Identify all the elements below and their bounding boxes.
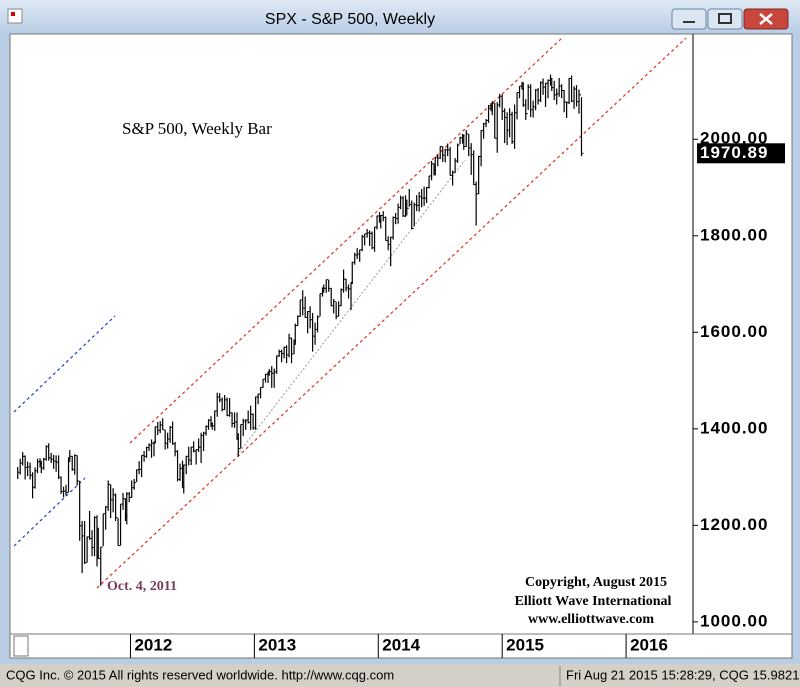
y-tick-label: 1400.00	[700, 418, 768, 437]
y-tick-label: 1800.00	[700, 225, 768, 244]
x-tick-label: 2016	[630, 635, 668, 654]
maximize-button[interactable]	[707, 8, 743, 30]
y-tick-label: 2000.00	[700, 129, 768, 148]
copyright-org: Elliott Wave International	[515, 594, 672, 609]
upper-channel	[129, 37, 563, 444]
y-tick-label: 1600.00	[700, 322, 768, 341]
copyright-url: www.elliottwave.com	[528, 612, 654, 627]
status-bar	[0, 664, 800, 687]
copyright: Copyright, August 2015	[525, 575, 667, 590]
price-bars	[17, 74, 584, 586]
low-annotation: Oct. 4, 2011	[107, 579, 177, 594]
title-bar	[0, 0, 800, 34]
window-title: SPX - S&P 500, Weekly	[265, 11, 435, 28]
last-price-box	[697, 143, 785, 164]
last-price-label: 1970.89	[700, 143, 768, 162]
chart-area	[9, 33, 793, 635]
x-tick-label: 2014	[382, 635, 420, 654]
x-tick-label: 2013	[258, 635, 296, 654]
status-right: Fri Aug 21 2015 15:28:29, CQG 15.9821	[566, 667, 799, 682]
blue-upper-channel	[13, 315, 116, 413]
channel-lines	[13, 37, 687, 589]
app-icon-mark	[11, 12, 15, 16]
close-icon	[759, 13, 773, 25]
y-tick-label: 1000.00	[700, 611, 768, 630]
lower-channel	[96, 37, 687, 589]
blue-lower-channel	[13, 477, 86, 547]
minimize-button[interactable]	[671, 8, 707, 30]
scroll-handle[interactable]	[13, 635, 29, 657]
maximize-icon	[718, 13, 732, 24]
x-tick-label: 2015	[506, 635, 544, 654]
time-axis-strip	[9, 633, 793, 659]
status-left: CQG Inc. © 2015 All rights reserved worl…	[6, 667, 394, 682]
y-tick-label: 1200.00	[700, 515, 768, 534]
x-tick-label: 2012	[134, 635, 172, 654]
chart-subtitle: S&P 500, Weekly Bar	[122, 119, 272, 138]
